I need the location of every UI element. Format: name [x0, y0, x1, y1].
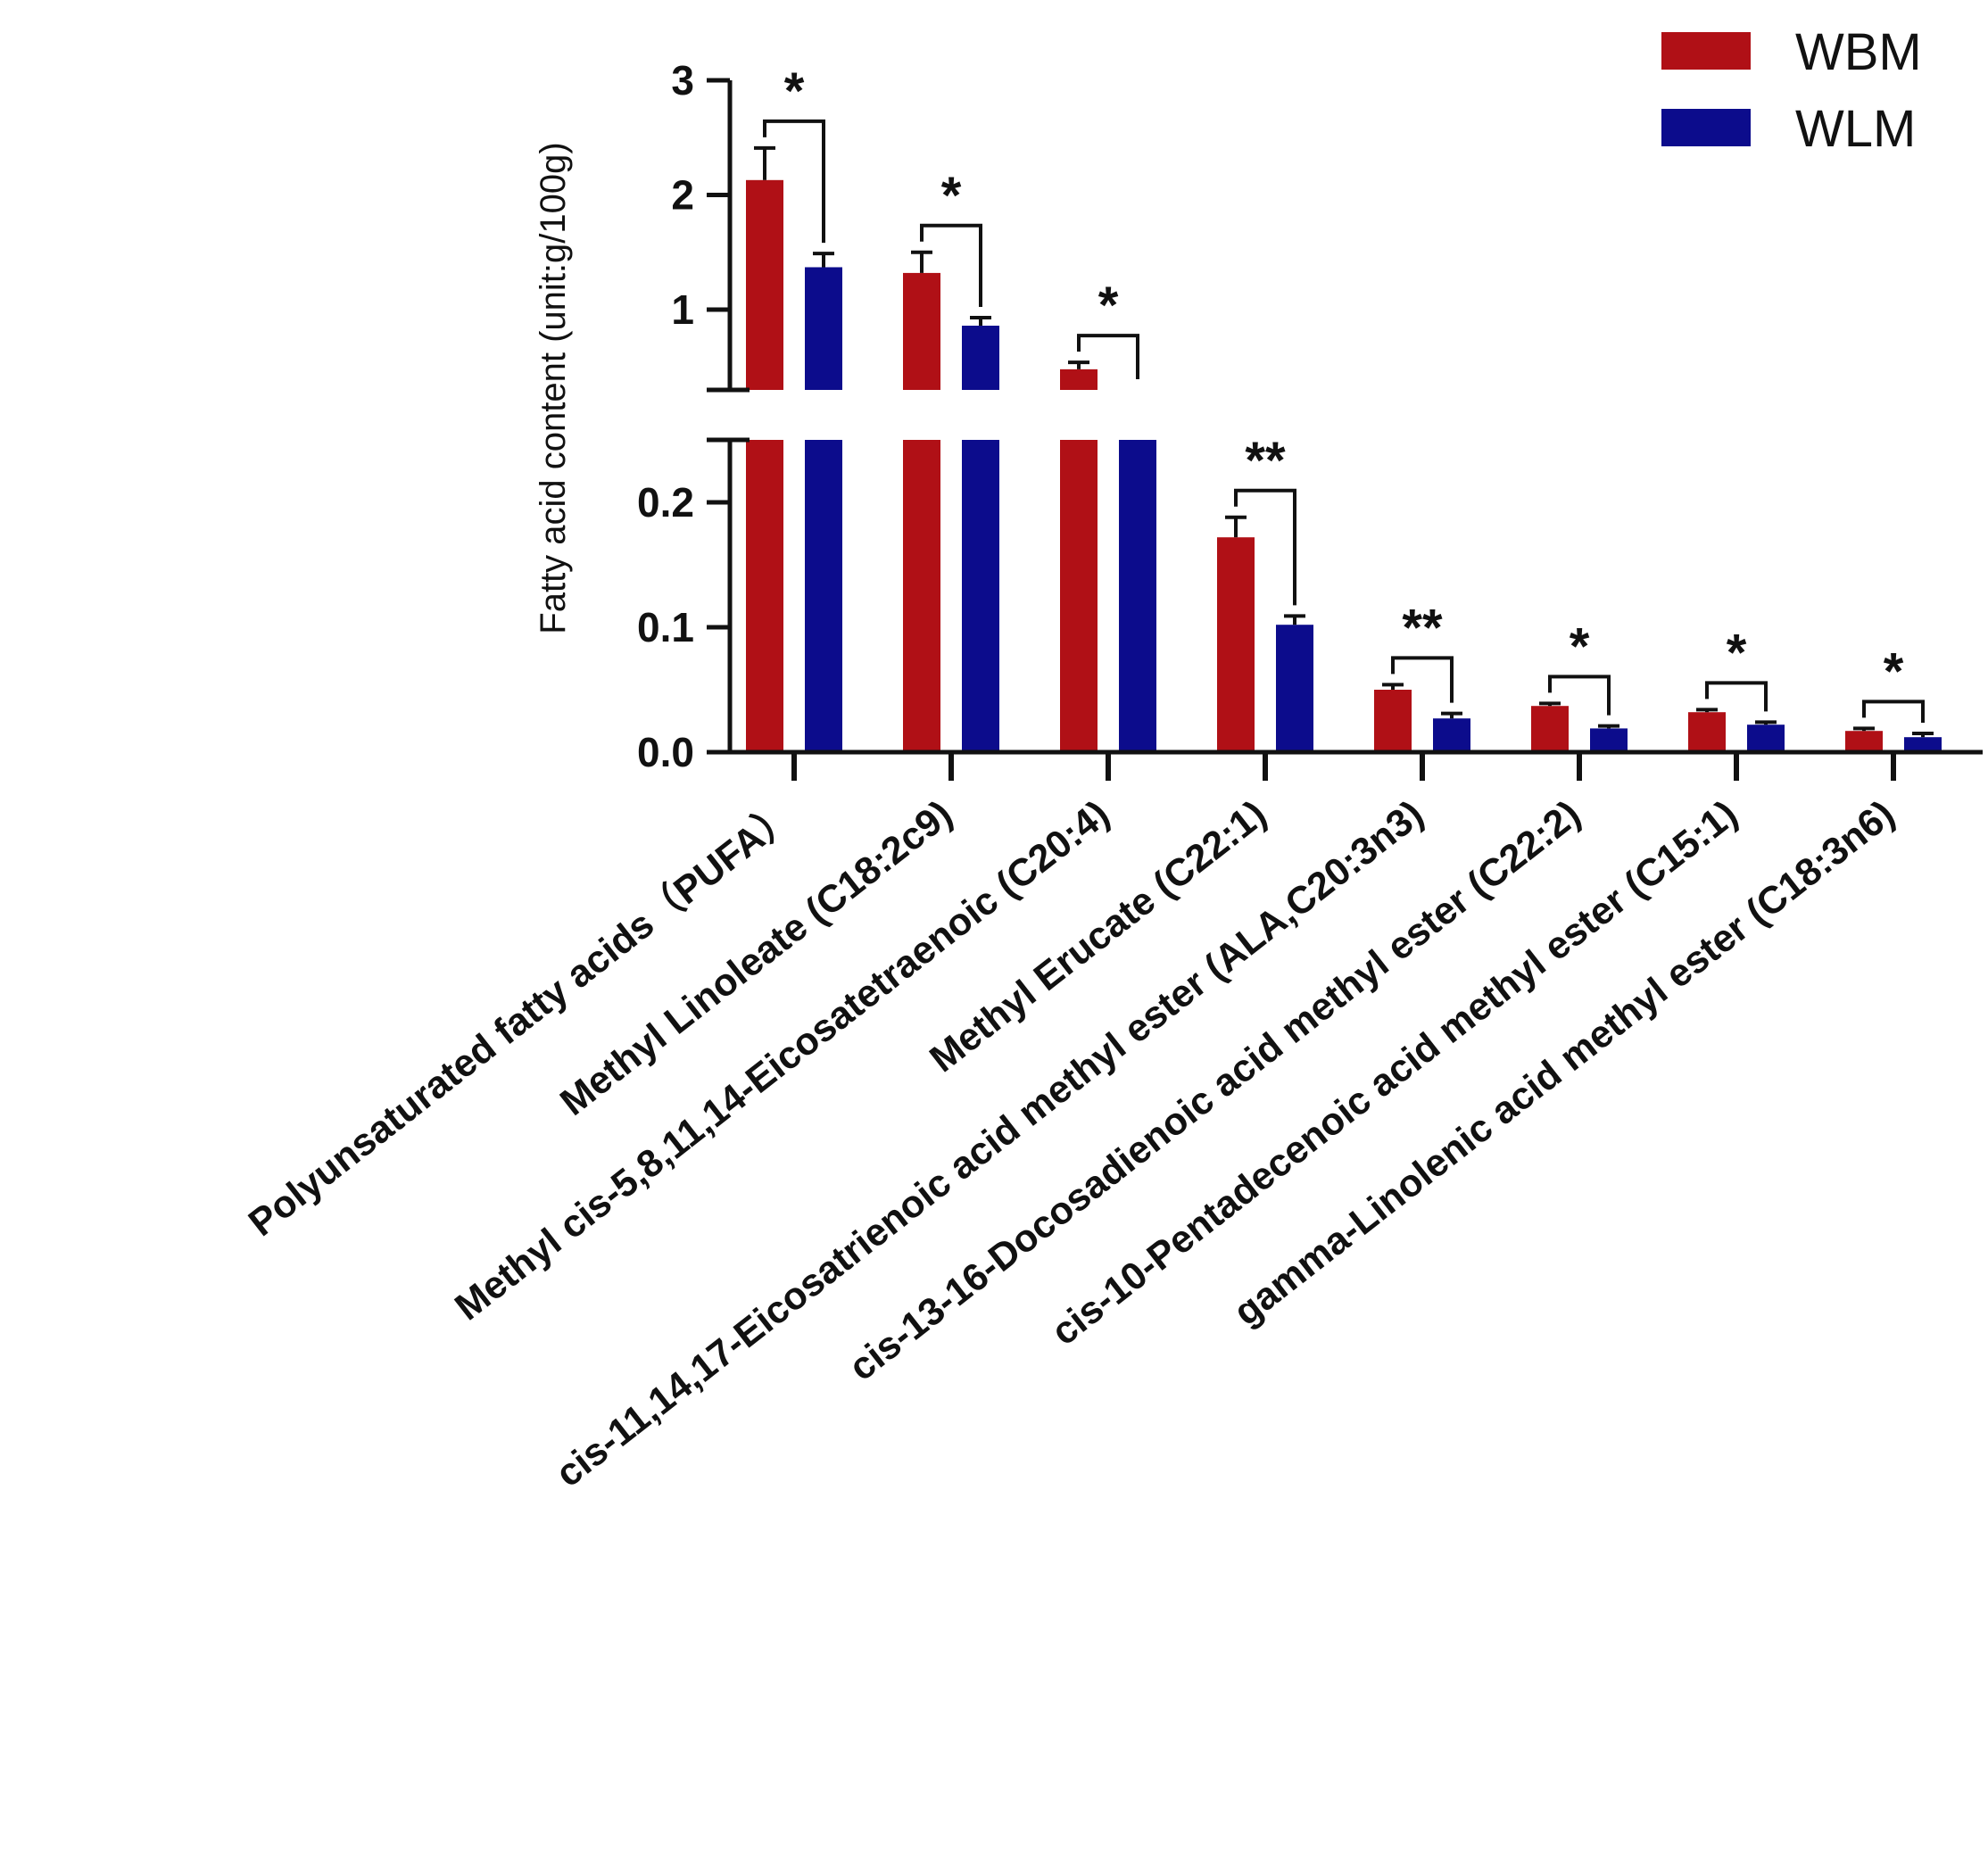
significance-bracket-7: [1862, 700, 1925, 723]
bar-wbm-1-upper: [903, 272, 940, 390]
bar-wbm-6: [1688, 712, 1726, 752]
legend-label-wbm: WBM: [1795, 23, 1922, 81]
legend-swatch-wbm: [1661, 32, 1751, 70]
y-tick-label-upper-0: 1: [671, 286, 694, 333]
significance-mark-0: *: [784, 62, 805, 120]
significance-mark-1: *: [941, 167, 962, 225]
bar-wlm-0-upper: [805, 267, 842, 390]
bar-wbm-7: [1845, 731, 1883, 752]
bar-wlm-2-lower: [1119, 440, 1156, 752]
significance-bracket-0: [763, 119, 825, 244]
significance-mark-2: *: [1098, 277, 1119, 335]
significance-mark-7: *: [1884, 642, 1904, 700]
y-tick-label-upper-1: 2: [671, 172, 694, 219]
bar-wlm-3: [1276, 625, 1313, 752]
significance-bracket-1: [920, 223, 982, 308]
bar-wlm-5: [1590, 728, 1628, 752]
bar-wlm-4: [1433, 718, 1470, 752]
bar-wbm-0-lower: [746, 440, 783, 752]
significance-layer: ******* * * *: [763, 62, 1925, 723]
legend-label-wlm: WLM: [1795, 100, 1916, 158]
significance-bracket-2: [1077, 334, 1139, 379]
bar-wlm-0-lower: [805, 440, 842, 752]
significance-bracket-5: [1548, 675, 1611, 716]
significance-bracket-6: [1705, 681, 1768, 712]
bar-wbm-2-lower: [1060, 440, 1098, 752]
significance-mark-5: *: [1570, 617, 1590, 675]
bar-wlm-1-upper: [962, 326, 999, 390]
y-tick-label-lower-1: 0.1: [637, 604, 694, 650]
category-labels-layer: Polyunsaturated fatty acids（PUFA）Methyl …: [241, 792, 1902, 1495]
significance-bracket-4: [1391, 656, 1454, 703]
bar-wbm-5: [1531, 706, 1569, 752]
significance-mark-3: **: [1245, 432, 1286, 490]
y-tick-label-lower-2: 0.2: [637, 479, 694, 526]
bar-wbm-3: [1217, 537, 1255, 752]
y-tick-label-lower-0: 0.0: [637, 729, 694, 775]
x-tick-label-5: cis-13-16-Docosadienoic acid methyl este…: [841, 792, 1588, 1389]
significance-mark-6: *: [1727, 624, 1747, 682]
bar-wbm-4: [1374, 690, 1412, 752]
axes-layer: 0.0 0.1 0.2 1 2 3: [637, 57, 1983, 781]
bar-wlm-1-lower: [962, 440, 999, 752]
y-tick-label-upper-2: 3: [671, 57, 694, 104]
error-bars-layer: [754, 145, 1934, 738]
x-tick-label-0: Polyunsaturated fatty acids（PUFA）: [241, 792, 803, 1245]
bar-wbm-0-upper: [746, 179, 783, 390]
bar-wbm-2-upper: [1060, 369, 1098, 390]
significance-bracket-3: [1234, 488, 1296, 606]
y-axis-title: Fatty acid content (unit:g/100g): [534, 142, 573, 634]
legend: WBM WLM: [1661, 23, 1922, 158]
legend-swatch-wlm: [1661, 109, 1751, 146]
bars-layer: [746, 179, 1942, 752]
significance-mark-4: **: [1402, 599, 1443, 657]
bar-wbm-1-lower: [903, 440, 940, 752]
bar-wlm-6: [1747, 725, 1785, 752]
bar-wlm-7: [1904, 737, 1942, 752]
